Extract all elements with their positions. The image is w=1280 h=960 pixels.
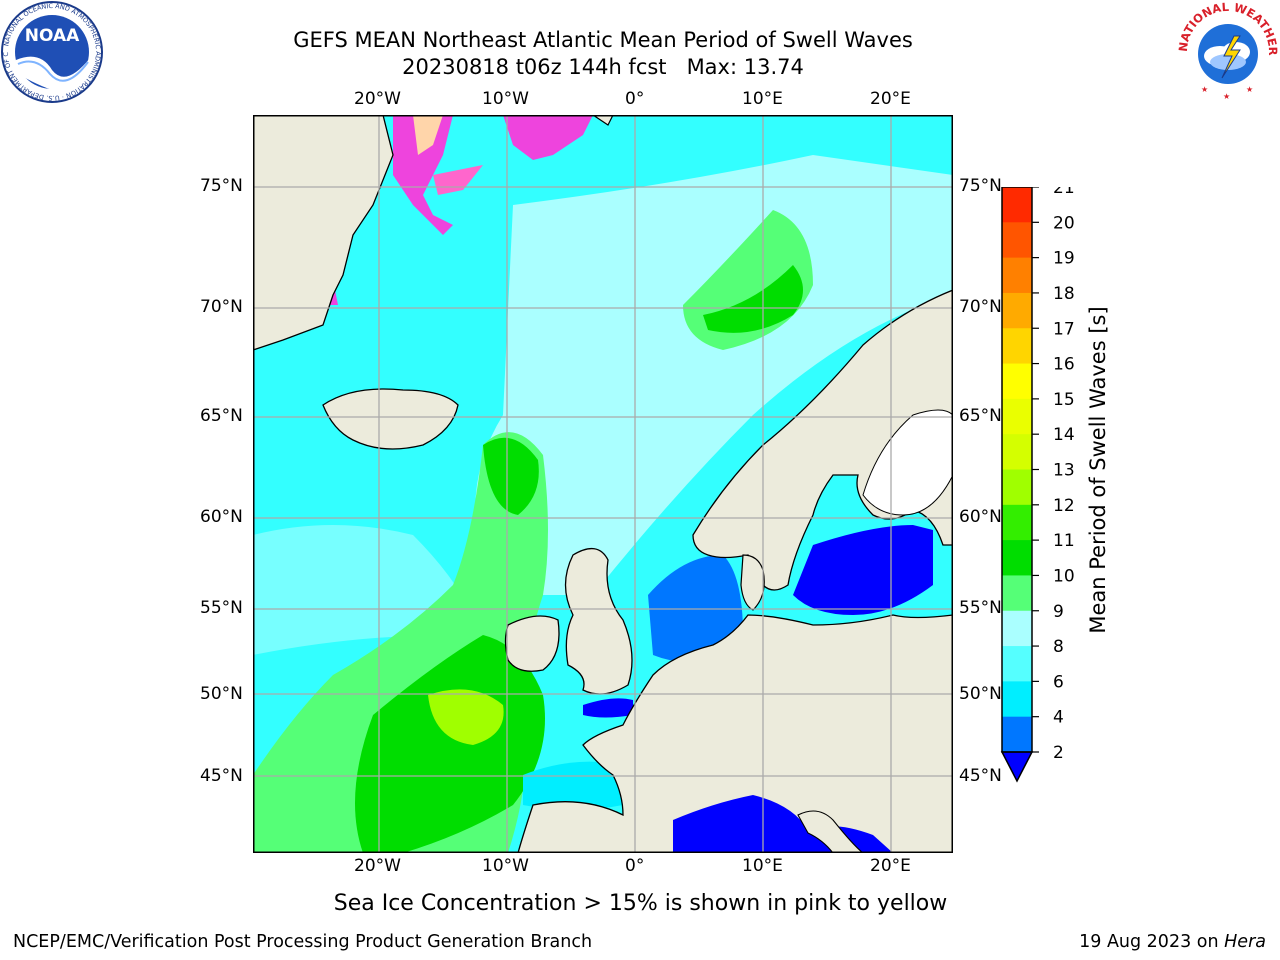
- lon-label-top-20w: 20°W: [354, 89, 401, 109]
- colorbar-band: [1002, 610, 1032, 647]
- colorbar-band: [1002, 222, 1032, 259]
- land-svalbard: [591, 115, 614, 126]
- colorbar-band: [1002, 292, 1032, 329]
- svg-text:★: ★: [1201, 85, 1208, 94]
- land-greenland: [253, 115, 394, 351]
- land-denmark: [740, 554, 765, 611]
- colorbar-band: [1002, 646, 1032, 682]
- colorbar-extend-arrow: [1000, 751, 1034, 783]
- colorbar-ticks: 21 20 19 18 17 16 15 14 13 12 11 10 9 8 6 4 2: [1032, 187, 1075, 763]
- colorbar-tick-label: 17: [1053, 319, 1075, 339]
- lat-label-left-75n: 75°N: [200, 176, 243, 196]
- lat-label-right-75n: 75°N: [959, 176, 1002, 196]
- colorbar: 21 20 19 18 17 16 15 14 13 12 11 10 9 8 6 4 2: [1000, 187, 1075, 783]
- lon-label-top-20e: 20°E: [870, 89, 911, 109]
- lat-label-right-60n: 60°N: [959, 507, 1002, 527]
- colorbar-band: [1002, 187, 1032, 223]
- nws-logo: NATIONAL WEATHER SERVICE ★ ★ ★: [1176, 0, 1280, 102]
- colorbar-tick-label: 20: [1053, 213, 1075, 233]
- svg-text:★: ★: [1223, 92, 1230, 101]
- colorbar-tick-label: 13: [1053, 461, 1075, 481]
- svg-text:★: ★: [1246, 85, 1253, 94]
- colorbar-band: [1002, 540, 1032, 576]
- land-britain: [564, 548, 633, 695]
- lat-label-right-65n: 65°N: [959, 406, 1002, 426]
- colorbar-band: [1002, 504, 1032, 541]
- lat-label-left-65n: 65°N: [200, 406, 243, 426]
- colorbar-tick-label: 21: [1053, 187, 1075, 198]
- lat-label-left-60n: 60°N: [200, 507, 243, 527]
- field-10-11s-atlantic: [355, 635, 545, 853]
- lon-label-top-10e: 10°E: [742, 89, 783, 109]
- graticule: [253, 115, 953, 853]
- field-10-11s-barents: [703, 265, 803, 333]
- colorbar-tick-label: 19: [1053, 249, 1075, 269]
- lon-label-bottom-20w: 20°W: [354, 856, 401, 876]
- noaa-logo: NOAA NATIONAL OCEANIC AND ATMOSPHERIC AD…: [0, 0, 103, 103]
- lat-label-left-50n: 50°N: [200, 684, 243, 704]
- colorbar-tick-label: 9: [1053, 602, 1064, 622]
- colorbar-band: [1002, 575, 1032, 612]
- lon-label-bottom-10w: 10°W: [482, 856, 529, 876]
- lat-label-left-55n: 55°N: [200, 598, 243, 618]
- colorbar-tick-label: 18: [1053, 284, 1075, 304]
- colorbar-band: [1002, 257, 1032, 294]
- date-line: 19 Aug 2023 on Hera: [1079, 932, 1266, 952]
- field-11-12s-patch: [428, 689, 504, 745]
- chart-subtitle: 20230818 t06z 144h fcst Max: 13.74: [402, 55, 804, 79]
- swell-period-map: [253, 115, 953, 853]
- sea-ice-greenland: [393, 115, 453, 235]
- land-iceland: [322, 388, 459, 450]
- colorbar-label: Mean Period of Swell Waves [s]: [1086, 306, 1110, 634]
- lon-label-top-0: 0°: [625, 89, 645, 109]
- sea-ice-footnote: Sea Ice Concentration > 15% is shown in …: [333, 891, 948, 916]
- sea-ice-svalbard: [503, 115, 593, 160]
- field-8-9s: [475, 155, 953, 595]
- colorbar-band: [1002, 681, 1032, 718]
- lon-label-top-10w: 10°W: [482, 89, 529, 109]
- field-2-4s-baltic: [793, 525, 933, 615]
- field-6-8s-biscay: [523, 761, 623, 810]
- colorbar-tick-label: 8: [1053, 637, 1064, 657]
- field-2-4s-channel: [583, 698, 633, 718]
- credit-line: NCEP/EMC/Verification Post Processing Pr…: [13, 932, 593, 952]
- date-text: 19 Aug 2023 on: [1079, 932, 1225, 952]
- colorbar-tick-label: 11: [1053, 531, 1075, 551]
- colorbar-tick-label: 10: [1053, 566, 1075, 586]
- lat-label-right-45n: 45°N: [959, 766, 1002, 786]
- land-italy: [797, 810, 864, 853]
- colorbar-tick-label: 14: [1053, 425, 1075, 445]
- colorbar-tick-label: 15: [1053, 390, 1075, 410]
- colorbar-band: [1002, 363, 1032, 400]
- colorbar-band: [1002, 434, 1032, 470]
- colorbar-tick-label: 12: [1053, 496, 1075, 516]
- colorbar-tick-label: 6: [1053, 672, 1064, 692]
- lat-label-right-70n: 70°N: [959, 297, 1002, 317]
- noaa-logo-text: NOAA: [25, 26, 80, 46]
- colorbar-band: [1002, 469, 1032, 506]
- colorbar-band: [1002, 716, 1032, 753]
- land-ireland: [504, 615, 560, 672]
- lat-label-right-50n: 50°N: [959, 684, 1002, 704]
- colorbar-tick-label: 2: [1053, 743, 1064, 763]
- colorbar-band: [1002, 328, 1032, 365]
- field-10-11s-rockall: [483, 437, 539, 515]
- lon-label-bottom-20e: 20°E: [870, 856, 911, 876]
- field-4-6s-northsea: [648, 555, 743, 662]
- lat-label-right-55n: 55°N: [959, 598, 1002, 618]
- lon-label-bottom-0: 0°: [625, 856, 645, 876]
- lat-label-left-70n: 70°N: [200, 297, 243, 317]
- land-gulf-of-bothnia-water: [862, 409, 953, 516]
- sea-ice-core: [413, 115, 443, 155]
- colorbar-band: [1002, 398, 1032, 435]
- host-name: Hera: [1224, 932, 1266, 952]
- colorbar-bands: [1002, 187, 1032, 753]
- colorbar-tick-label: 4: [1053, 708, 1064, 728]
- chart-title: GEFS MEAN Northeast Atlantic Mean Period…: [293, 28, 913, 52]
- colorbar-tick-label: 16: [1053, 355, 1075, 375]
- lon-label-bottom-10e: 10°E: [742, 856, 783, 876]
- lat-label-left-45n: 45°N: [200, 766, 243, 786]
